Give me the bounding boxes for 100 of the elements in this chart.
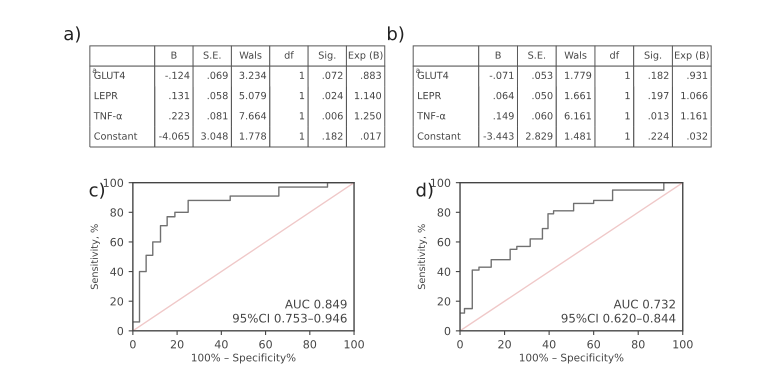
y-tick-label: 0 bbox=[118, 326, 124, 336]
category-label: S.E. bbox=[204, 51, 220, 59]
text: .060 bbox=[532, 112, 552, 120]
y-tick-label: 100 bbox=[431, 178, 450, 188]
text: LEPR bbox=[94, 92, 118, 100]
category-label: Wals bbox=[240, 51, 262, 59]
text: .883 bbox=[361, 72, 381, 80]
text: 1.250 bbox=[354, 112, 382, 120]
text: 6.161 bbox=[564, 112, 591, 120]
text: -.071 bbox=[490, 72, 514, 80]
y-tick-label: 20 bbox=[438, 297, 450, 306]
x-tick-label: 0 bbox=[130, 340, 136, 348]
text: .024 bbox=[322, 92, 343, 100]
x-tick-label: 100 bbox=[673, 340, 693, 348]
text: .182 bbox=[322, 132, 342, 140]
text: .017 bbox=[361, 132, 381, 140]
text: 1 bbox=[300, 92, 304, 100]
text: 1 bbox=[300, 132, 304, 140]
text: 1.161 bbox=[681, 112, 708, 120]
text: .182 bbox=[648, 72, 668, 80]
text: .224 bbox=[648, 132, 669, 140]
x-tick-label: 40 bbox=[542, 340, 556, 348]
x-axis-title: 100% – Specificity% bbox=[520, 353, 624, 364]
x-tick-label: 20 bbox=[170, 340, 184, 348]
annotation: AUC 0.849 bbox=[284, 300, 347, 309]
text: .006 bbox=[322, 112, 343, 120]
y-tick-label: 40 bbox=[110, 268, 124, 276]
text: .013 bbox=[648, 112, 669, 120]
text: 1 bbox=[625, 92, 630, 100]
text: .053 bbox=[532, 72, 552, 80]
text: a) bbox=[64, 26, 80, 42]
y-tick-label: 80 bbox=[110, 208, 124, 217]
text: .197 bbox=[648, 92, 668, 100]
y-axis-title: Sensitivity, % bbox=[90, 224, 100, 290]
category-label: df bbox=[284, 51, 294, 59]
x-tick-label: 20 bbox=[498, 340, 511, 348]
text: .050 bbox=[532, 92, 552, 100]
text: TNF-α bbox=[94, 112, 122, 120]
category-label: Exp (B) bbox=[675, 51, 709, 61]
text: 1 bbox=[300, 112, 304, 120]
text: .931 bbox=[687, 72, 708, 80]
x-tick-label: 60 bbox=[259, 340, 272, 348]
category-label: S.E. bbox=[528, 51, 546, 59]
category-label: B bbox=[496, 52, 501, 59]
text: GLUT4 bbox=[94, 72, 125, 80]
category-label: Exp (B) bbox=[348, 51, 382, 61]
annotation: AUC 0.732 bbox=[614, 300, 675, 309]
text: .131 bbox=[169, 92, 190, 100]
y-tick-label: 80 bbox=[438, 208, 450, 217]
text: -.124 bbox=[165, 72, 190, 79]
category-label: B bbox=[172, 52, 177, 59]
text: 3.234 bbox=[240, 72, 266, 80]
y-tick-label: 0 bbox=[444, 326, 450, 336]
annotation: 95%CI 0.620–0.844 bbox=[562, 314, 676, 323]
text: .058 bbox=[208, 92, 228, 100]
x-tick-label: 60 bbox=[587, 340, 600, 348]
text: -3.443 bbox=[484, 132, 514, 140]
category-label: df bbox=[610, 51, 620, 59]
text: Constant bbox=[418, 132, 461, 140]
text: .032 bbox=[687, 132, 708, 140]
chart-title: c) bbox=[90, 182, 104, 199]
text: .072 bbox=[322, 72, 342, 80]
text: 1.140 bbox=[354, 92, 382, 100]
category-label: Wals bbox=[564, 51, 586, 59]
x-tick-label: 40 bbox=[214, 340, 228, 348]
text: 1.481 bbox=[565, 132, 591, 140]
y-tick-label: 100 bbox=[104, 178, 124, 188]
text: 1.661 bbox=[565, 92, 591, 100]
chart-title: d) bbox=[416, 182, 432, 199]
text: 3.048 bbox=[201, 132, 228, 140]
text: GLUT4 bbox=[418, 72, 448, 80]
y-tick-label: 40 bbox=[437, 268, 450, 276]
text: TNF-α bbox=[417, 112, 446, 120]
text: 1 bbox=[300, 72, 304, 79]
category-label: Sig. bbox=[318, 51, 336, 61]
y-tick-label: 60 bbox=[110, 238, 124, 246]
text: LEPR bbox=[418, 92, 442, 100]
text: .081 bbox=[208, 112, 228, 120]
text: .064 bbox=[494, 92, 514, 100]
text: 1.778 bbox=[240, 132, 266, 140]
text: 1 bbox=[625, 72, 630, 79]
text: 5.079 bbox=[240, 92, 266, 100]
text: b) bbox=[388, 26, 404, 42]
y-tick-label: 60 bbox=[438, 238, 450, 246]
text: 1.066 bbox=[681, 92, 708, 100]
x-tick-label: 0 bbox=[457, 340, 463, 348]
y-axis-title: Sensitivity, % bbox=[418, 224, 428, 290]
x-tick-label: 100 bbox=[344, 340, 364, 348]
annotation: 95%CI 0.753–0.946 bbox=[232, 314, 347, 323]
x-axis-title: 100% – Specificity% bbox=[192, 353, 296, 364]
category-label: Sig. bbox=[644, 51, 662, 61]
text: .069 bbox=[208, 72, 228, 80]
text: Constant bbox=[94, 132, 138, 140]
text: .149 bbox=[494, 112, 514, 120]
y-tick-label: 20 bbox=[110, 297, 124, 306]
text: 1 bbox=[625, 132, 630, 140]
text: 7.664 bbox=[240, 112, 266, 120]
text: 1.779 bbox=[565, 72, 592, 80]
x-tick-label: 80 bbox=[632, 340, 645, 348]
text: .223 bbox=[169, 112, 190, 120]
